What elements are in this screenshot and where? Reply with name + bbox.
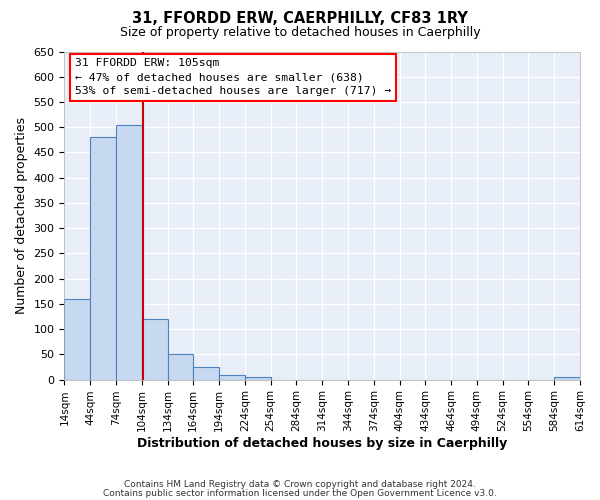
Bar	[219, 374, 245, 380]
Text: 31, FFORDD ERW, CAERPHILLY, CF83 1RY: 31, FFORDD ERW, CAERPHILLY, CF83 1RY	[132, 11, 468, 26]
Bar	[64, 299, 90, 380]
X-axis label: Distribution of detached houses by size in Caerphilly: Distribution of detached houses by size …	[137, 437, 508, 450]
Bar	[245, 377, 271, 380]
Bar	[193, 367, 219, 380]
Text: Size of property relative to detached houses in Caerphilly: Size of property relative to detached ho…	[119, 26, 481, 39]
Text: Contains HM Land Registry data © Crown copyright and database right 2024.: Contains HM Land Registry data © Crown c…	[124, 480, 476, 489]
Text: Contains public sector information licensed under the Open Government Licence v3: Contains public sector information licen…	[103, 488, 497, 498]
Text: 31 FFORDD ERW: 105sqm
← 47% of detached houses are smaller (638)
53% of semi-det: 31 FFORDD ERW: 105sqm ← 47% of detached …	[75, 58, 391, 96]
Y-axis label: Number of detached properties: Number of detached properties	[15, 117, 28, 314]
Bar	[554, 377, 580, 380]
Bar	[116, 124, 142, 380]
Bar	[90, 138, 116, 380]
Bar	[167, 354, 193, 380]
Bar	[142, 319, 167, 380]
